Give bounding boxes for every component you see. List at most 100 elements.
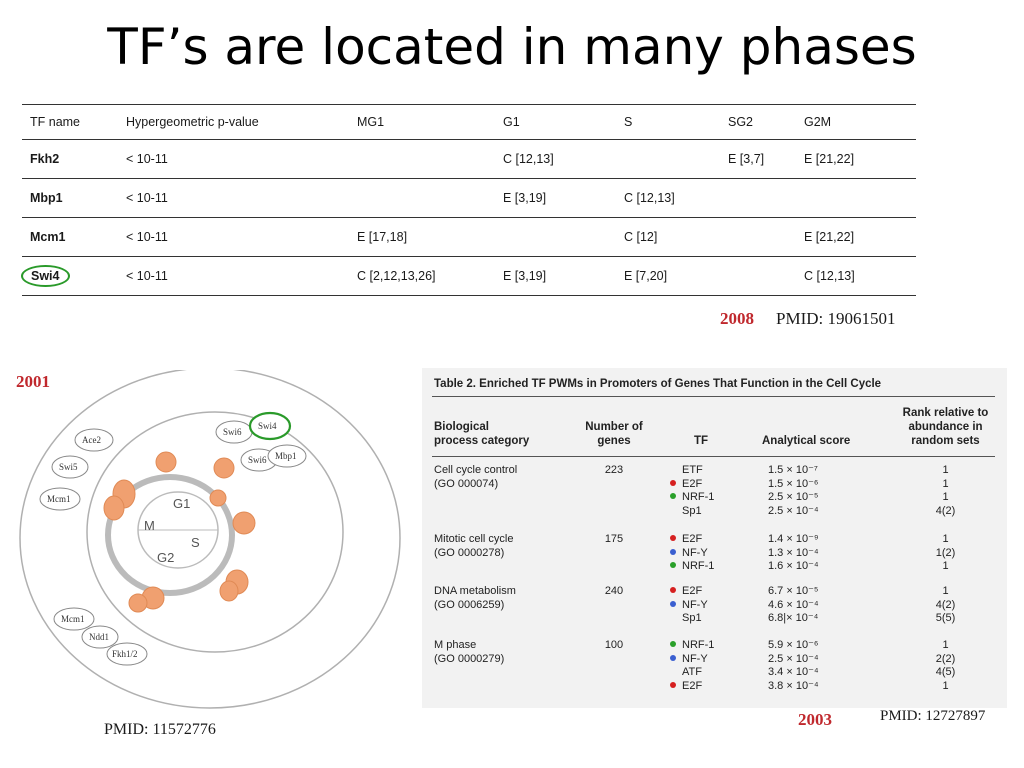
table-row: Mcm1 < 10-11 E [17,18] C [12] E [21,22]	[22, 217, 916, 257]
middle-circle	[86, 411, 344, 653]
blob	[219, 580, 239, 602]
green-dot-icon	[670, 562, 676, 569]
cell-g2m: E [21,22]	[796, 139, 916, 179]
tf-label: NRF-1	[682, 491, 715, 504]
cell-s: C [12,13]	[616, 178, 720, 218]
category-cell: M phase (GO 0000279)	[434, 639, 574, 666]
green-dot-icon	[670, 493, 676, 500]
cell-mg1	[349, 139, 495, 179]
blue-dot-icon	[670, 600, 676, 607]
tf-label: ETF	[682, 464, 703, 476]
rank-value: 1	[942, 464, 949, 476]
rank-value: 1	[942, 533, 949, 545]
tf-entry: E2F	[670, 478, 750, 492]
swi4-highlight-circle: Swi4	[21, 265, 70, 287]
phase-s: S	[191, 535, 200, 550]
rank-cell: 1 4(2) 5(5)	[888, 585, 1003, 626]
table-row: Mbp1 < 10-11 E [3,19] C [12,13]	[22, 178, 916, 218]
score-value: 1.3 × 10⁻⁴	[768, 546, 819, 559]
rank-value: 1	[942, 680, 949, 693]
tf-label: ATF	[682, 666, 702, 679]
blob	[213, 457, 235, 479]
tf-label: E2F	[682, 533, 703, 545]
score-cell: 1.4 × 10⁻⁹ 1.3 × 10⁻⁴ 1.6 × 10⁻⁴	[768, 533, 878, 574]
tf-entry: NRF-1	[670, 491, 750, 505]
go-id: (GO 000074)	[434, 477, 499, 490]
score-value: 2.5 × 10⁻⁴	[768, 505, 819, 518]
cell-cycle-diagram: G1 S G2 M Ace2 Swi5 Mcm1 Swi6 Swi4 Swi6 …	[19, 370, 401, 709]
cell-g1: E [3,19]	[495, 256, 616, 296]
score-value: 2.5 × 10⁻⁵	[768, 491, 819, 504]
rank-value: 1	[942, 560, 949, 573]
tf-cell: E2F NF-Y NRF-1	[670, 533, 750, 574]
year-2001: 2001	[16, 372, 50, 391]
inner-ring	[105, 474, 235, 596]
tf-phase-table: TF name Hypergeometric p-value MG1 G1 S …	[21, 104, 916, 296]
tf-entry: NF-Y	[670, 653, 750, 667]
red-dot-icon	[670, 535, 676, 541]
p-value: < 10-11	[118, 256, 349, 296]
node-mcm1-top	[39, 487, 81, 511]
rank-value: 4(5)	[935, 666, 956, 679]
category-name: M phase	[434, 639, 477, 651]
rank-value: 1	[942, 585, 949, 597]
cell-mg1	[349, 178, 495, 218]
year-2008: 2008	[720, 309, 754, 328]
node-fkh12-label: Fkh1/2	[112, 649, 138, 659]
tf-label: NF-Y	[682, 546, 708, 559]
enriched-tf-table: Table 2. Enriched TF PWMs in Promoters o…	[422, 368, 1007, 708]
tf-entry: Sp1	[670, 505, 750, 519]
table-row: Fkh2 < 10-11 C [12,13] E [3,7] E [21,22]	[22, 139, 916, 179]
score-value: 1.4 × 10⁻⁹	[768, 533, 819, 545]
tf-entry: E2F	[670, 533, 750, 547]
cell-s	[616, 139, 720, 179]
cell-g1	[495, 217, 616, 257]
tf-entry: Sp1	[670, 612, 750, 626]
number-of-genes: 100	[604, 639, 624, 651]
cell-mg1: E [17,18]	[349, 217, 495, 257]
tf-name: Fkh2	[22, 139, 118, 179]
node-mcm1-bottom	[53, 607, 95, 631]
tf-label: E2F	[682, 477, 703, 490]
col-category: Biological process category	[434, 421, 530, 447]
tf-entry: ETF	[670, 464, 750, 478]
cell-sg2	[720, 256, 796, 296]
col-tf-name: TF name	[22, 104, 118, 140]
category-name: DNA metabolism	[434, 585, 516, 597]
go-id: (GO 0006259)	[434, 598, 505, 611]
node-ace2	[74, 428, 114, 452]
tf-cell: NRF-1 NF-Y ATF E2F	[670, 639, 750, 694]
p-value: < 10-11	[118, 217, 349, 257]
col-tf: TF	[694, 435, 709, 447]
node-swi5	[51, 455, 89, 479]
score-value: 3.8 × 10⁻⁴	[768, 680, 819, 693]
pmid-2008: PMID: 19061501	[776, 309, 896, 328]
score-value: 1.5 × 10⁻⁷	[768, 464, 818, 476]
phase-m: M	[144, 518, 155, 533]
rank-value: 1	[942, 477, 949, 490]
tf-label: NRF-1	[682, 639, 715, 651]
category-cell: Mitotic cell cycle (GO 0000278)	[434, 533, 574, 560]
blob	[209, 489, 227, 507]
node-swi6-b-label: Swi6	[248, 455, 267, 465]
year-2003: 2003	[798, 710, 832, 729]
tf-label: E2F	[682, 680, 703, 693]
tf-entry: NRF-1	[670, 560, 750, 574]
rank-value: 2(2)	[935, 652, 956, 665]
tf-label: NF-Y	[682, 598, 708, 611]
red-dot-icon	[670, 587, 676, 593]
rank-value: 4(2)	[935, 505, 956, 518]
rank-value: 1	[942, 491, 949, 504]
blank-dot	[670, 466, 676, 472]
node-swi4-highlight	[248, 411, 292, 441]
number-of-genes: 223	[604, 464, 624, 476]
node-mbp1	[267, 444, 307, 468]
col-number: Number of genes	[585, 421, 643, 447]
red-dot-icon	[670, 479, 676, 486]
category-cell: DNA metabolism (GO 0006259)	[434, 585, 574, 612]
score-value: 6.8|× 10⁻⁴	[768, 612, 819, 625]
score-cell: 1.5 × 10⁻⁷ 1.5 × 10⁻⁶ 2.5 × 10⁻⁵ 2.5 × 10⁻⁴	[768, 464, 878, 519]
score-value: 2.5 × 10⁻⁴	[768, 652, 819, 665]
rank-value: 1	[942, 639, 949, 651]
category-name: Mitotic cell cycle	[434, 533, 514, 545]
